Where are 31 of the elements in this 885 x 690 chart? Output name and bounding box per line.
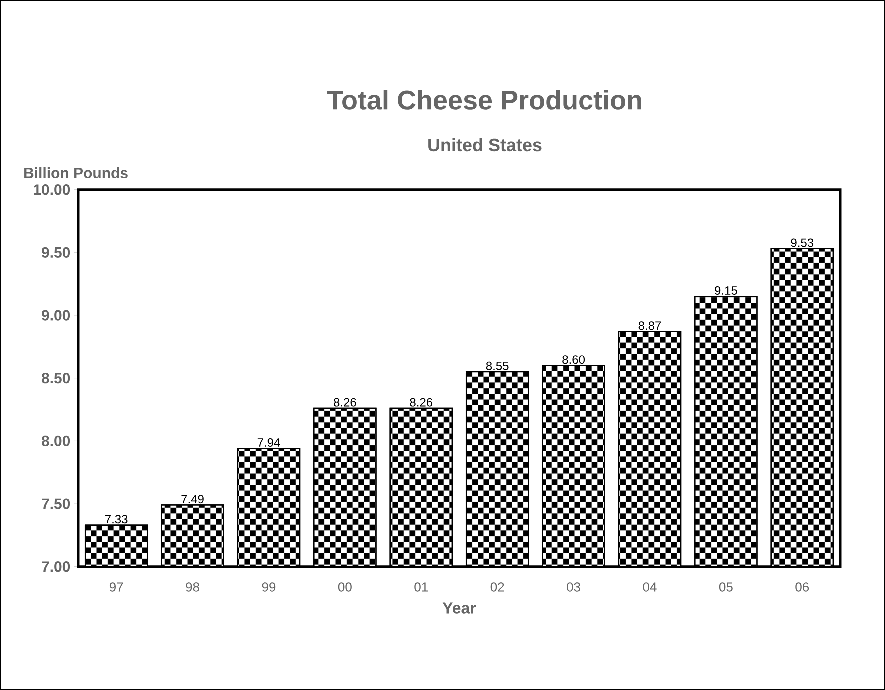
y-tick-label: 8.50	[42, 373, 70, 384]
data-label: 9.53	[791, 238, 814, 248]
y-tick-label: 9.50	[42, 247, 70, 258]
data-label: 7.94	[258, 438, 280, 448]
data-label: 8.55	[486, 362, 509, 370]
x-tick-label: 98	[186, 582, 200, 592]
data-label: 8.26	[410, 398, 433, 407]
y-axis-title: Billion Pounds	[24, 167, 128, 178]
x-tick-label: 03	[567, 582, 580, 592]
x-tick-label: 05	[719, 582, 733, 592]
data-label: 8.87	[638, 322, 662, 330]
x-tick-label: 04	[643, 582, 657, 592]
data-label: 7.49	[182, 495, 204, 504]
chart-title: Total Cheese Production	[327, 90, 642, 110]
x-tick-label: 06	[796, 582, 810, 592]
x-tick-label: 01	[414, 582, 428, 592]
y-tick-label: 7.00	[42, 562, 70, 572]
data-label: 9.15	[715, 286, 738, 295]
x-tick-label: 00	[338, 582, 352, 592]
data-label: 8.26	[334, 398, 356, 407]
x-tick-label: 02	[490, 582, 504, 592]
x-tick-label: 97	[110, 582, 124, 592]
y-tick-label: 9.00	[42, 310, 70, 321]
y-tick-label: 8.00	[42, 436, 70, 446]
x-tick-label: 99	[262, 582, 276, 592]
chart-subtitle: United States	[428, 138, 542, 152]
x-axis-title: Year	[442, 602, 476, 614]
y-tick-label: 10.00	[34, 184, 70, 196]
data-label: 8.60	[562, 356, 585, 364]
y-tick-label: 7.50	[42, 498, 70, 510]
data-label: 7.33	[106, 515, 128, 524]
